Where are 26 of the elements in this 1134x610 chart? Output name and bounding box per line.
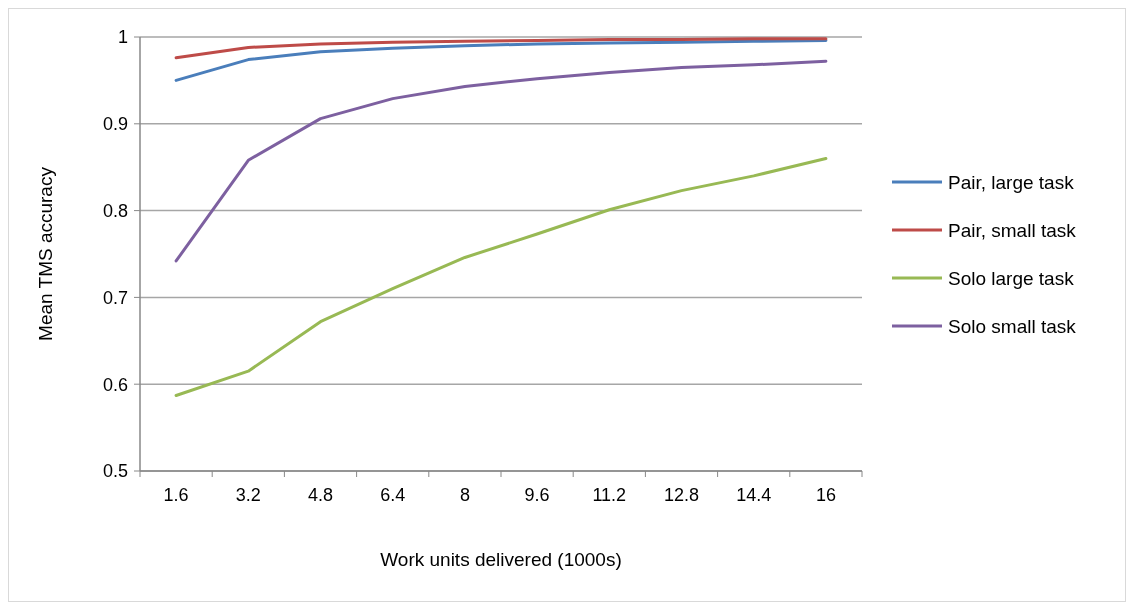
y-axis-title: Mean TMS accuracy <box>35 166 56 341</box>
x-tick-label: 4.8 <box>307 485 334 505</box>
x-tick-label: 3.2 <box>235 485 261 505</box>
x-tick-label: 9.6 <box>524 485 550 505</box>
x-tick-label: 12.8 <box>663 485 700 505</box>
y-tick-label: 0.9 <box>102 114 128 135</box>
y-tick-label: 0.7 <box>102 287 128 308</box>
x-tick-label: 16 <box>815 485 836 505</box>
line-series <box>174 157 828 397</box>
x-tick-label: 6.4 <box>380 485 406 505</box>
y-tick-label: 0.6 <box>102 374 128 395</box>
line-series <box>174 59 828 263</box>
legend-label: Pair, large task <box>948 171 1075 193</box>
x-tick-label: 11.2 <box>592 485 627 505</box>
line-series <box>174 38 828 82</box>
x-tick-label: 1.6 <box>163 485 189 505</box>
y-tick-label: 0.5 <box>102 461 128 482</box>
x-tick-label: 14.4 <box>736 485 772 505</box>
x-axis-title: Work units delivered (1000s) <box>380 549 622 570</box>
y-tick-label: 0.8 <box>102 200 128 221</box>
legend-label: Solo small task <box>948 315 1077 337</box>
line-series <box>174 37 828 60</box>
x-tick-label: 8 <box>459 485 470 505</box>
legend-label: Solo large task <box>948 267 1075 289</box>
legend-label: Pair, small task <box>948 219 1077 241</box>
y-tick-label: 1 <box>117 27 128 48</box>
